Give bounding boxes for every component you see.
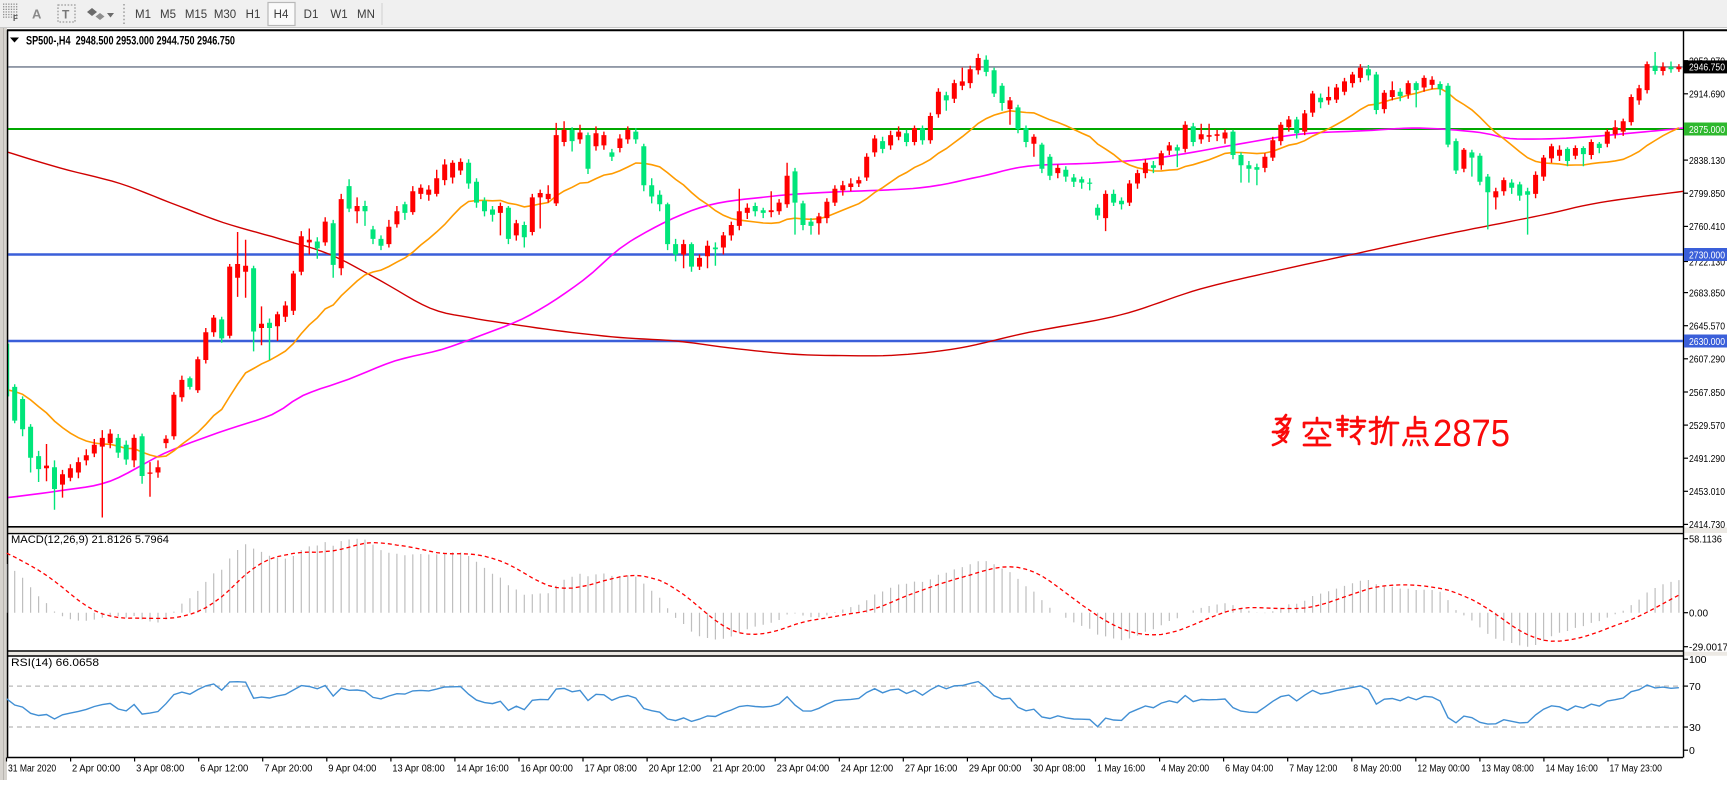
svg-text:13 May 08:00: 13 May 08:00 xyxy=(1481,764,1534,775)
svg-text:2875.000: 2875.000 xyxy=(1689,124,1725,136)
svg-text:M5: M5 xyxy=(160,9,176,21)
svg-text:D1: D1 xyxy=(304,9,319,21)
svg-text:58.1136: 58.1136 xyxy=(1689,534,1722,546)
svg-text:1 May 16:00: 1 May 16:00 xyxy=(1097,764,1145,775)
svg-text:2529.570: 2529.570 xyxy=(1689,420,1725,432)
svg-text:31 Mar 2020: 31 Mar 2020 xyxy=(8,764,56,775)
svg-text:RSI(14) 66.0658: RSI(14) 66.0658 xyxy=(11,657,99,669)
svg-text:7 Apr 20:00: 7 Apr 20:00 xyxy=(264,764,313,775)
svg-text:H1: H1 xyxy=(246,9,261,21)
svg-text:2838.130: 2838.130 xyxy=(1689,155,1725,167)
svg-text:16 Apr 00:00: 16 Apr 00:00 xyxy=(520,764,573,775)
svg-text:2 Apr 00:00: 2 Apr 00:00 xyxy=(72,764,121,775)
svg-text:-29.0017: -29.0017 xyxy=(1689,642,1727,654)
svg-text:2630.000: 2630.000 xyxy=(1689,336,1725,348)
svg-text:2491.290: 2491.290 xyxy=(1689,453,1725,465)
svg-text:14 Apr 16:00: 14 Apr 16:00 xyxy=(456,764,509,775)
svg-text:27 Apr 16:00: 27 Apr 16:00 xyxy=(905,764,958,775)
svg-text:W1: W1 xyxy=(330,9,347,21)
svg-text:23 Apr 04:00: 23 Apr 04:00 xyxy=(777,764,830,775)
svg-text:24 Apr 12:00: 24 Apr 12:00 xyxy=(841,764,894,775)
svg-text:17 May 23:00: 17 May 23:00 xyxy=(1610,764,1663,775)
svg-text:M15: M15 xyxy=(185,9,207,21)
svg-text:17 Apr 08:00: 17 Apr 08:00 xyxy=(585,764,638,775)
svg-text:0: 0 xyxy=(1689,745,1695,757)
svg-text:MACD(12,26,9) 21.8126 5.7964: MACD(12,26,9) 21.8126 5.7964 xyxy=(11,534,169,546)
svg-text:30 Apr 08:00: 30 Apr 08:00 xyxy=(1033,764,1086,775)
svg-text:F: F xyxy=(13,14,18,23)
svg-text:0.00: 0.00 xyxy=(1689,608,1708,620)
svg-text:8 May 20:00: 8 May 20:00 xyxy=(1353,764,1401,775)
svg-text:21 Apr 20:00: 21 Apr 20:00 xyxy=(713,764,766,775)
svg-text:2875: 2875 xyxy=(1433,413,1510,455)
svg-text:2567.850: 2567.850 xyxy=(1689,387,1725,399)
svg-text:H4: H4 xyxy=(274,9,289,21)
svg-text:12 May 00:00: 12 May 00:00 xyxy=(1417,764,1470,775)
svg-text:6 Apr 12:00: 6 Apr 12:00 xyxy=(200,764,249,775)
svg-text:2799.850: 2799.850 xyxy=(1689,188,1725,200)
svg-text:2946.750: 2946.750 xyxy=(1689,62,1725,74)
svg-text:70: 70 xyxy=(1689,681,1701,693)
svg-text:2914.690: 2914.690 xyxy=(1689,89,1725,101)
svg-text:T: T xyxy=(62,8,70,22)
svg-text:SP500-,H4 2948.500 2953.000 2: SP500-,H4 2948.500 2953.000 2944.750 294… xyxy=(26,34,235,48)
svg-text:M1: M1 xyxy=(135,9,151,21)
svg-text:2645.570: 2645.570 xyxy=(1689,321,1725,333)
svg-text:2414.730: 2414.730 xyxy=(1689,519,1725,531)
svg-text:A: A xyxy=(32,7,42,22)
svg-text:2607.290: 2607.290 xyxy=(1689,354,1725,366)
svg-text:2760.410: 2760.410 xyxy=(1689,221,1725,233)
svg-text:30: 30 xyxy=(1689,722,1701,734)
svg-text:M30: M30 xyxy=(214,9,236,21)
svg-text:13 Apr 08:00: 13 Apr 08:00 xyxy=(392,764,445,775)
svg-text:6 May 04:00: 6 May 04:00 xyxy=(1225,764,1273,775)
svg-text:29 Apr 00:00: 29 Apr 00:00 xyxy=(969,764,1022,775)
svg-text:2453.010: 2453.010 xyxy=(1689,486,1725,498)
svg-text:MN: MN xyxy=(357,9,375,21)
svg-text:14 May 16:00: 14 May 16:00 xyxy=(1545,764,1598,775)
svg-text:100: 100 xyxy=(1689,654,1707,666)
svg-text:20 Apr 12:00: 20 Apr 12:00 xyxy=(649,764,702,775)
svg-text:2683.850: 2683.850 xyxy=(1689,287,1725,299)
svg-text:3 Apr 08:00: 3 Apr 08:00 xyxy=(136,764,185,775)
svg-text:9 Apr 04:00: 9 Apr 04:00 xyxy=(328,764,377,775)
svg-text:7 May 12:00: 7 May 12:00 xyxy=(1289,764,1337,775)
svg-text:2730.000: 2730.000 xyxy=(1689,249,1725,261)
svg-text:4 May 20:00: 4 May 20:00 xyxy=(1161,764,1209,775)
